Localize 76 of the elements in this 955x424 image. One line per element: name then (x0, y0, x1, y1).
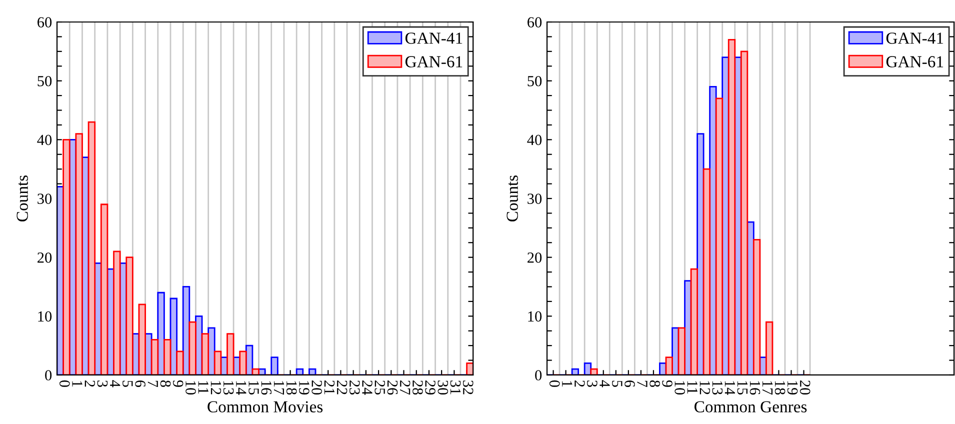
x-tick-label: 9 (662, 380, 672, 387)
x-tick-label: 0 (59, 380, 70, 387)
legend-label: GAN-61 (405, 56, 462, 68)
x-tick-label: 32 (462, 380, 474, 394)
x-tick-label: 29 (425, 380, 436, 394)
x-tick-label: 11 (687, 381, 698, 394)
y-tick-label: 20 (38, 252, 52, 263)
x-tick-label: 17 (762, 381, 773, 395)
x-tick-label: 12 (700, 381, 710, 394)
x-tick-label: 14 (236, 381, 246, 395)
y-axis-title: Counts (506, 175, 518, 222)
x-tick-label: 25 (374, 380, 385, 395)
x-tick-label: 22 (337, 380, 348, 394)
x-tick-label: 21 (324, 380, 335, 394)
y-tick-label: 30 (38, 194, 52, 204)
y-tick-label: 50 (528, 76, 542, 86)
y-tick-label: 0 (45, 370, 52, 380)
x-tick-label: 23 (350, 380, 360, 395)
x-tick-label: 3 (587, 380, 598, 387)
x-tick-label: 10 (186, 381, 196, 395)
x-tick-label: 26 (387, 380, 398, 395)
x-tick-label: 18 (774, 381, 786, 395)
x-tick-label: 4 (110, 380, 120, 388)
x-tick-label: 15 (248, 381, 259, 395)
y-tick-label: 10 (528, 311, 542, 322)
x-tick-label: 20 (800, 380, 810, 395)
x-tick-label: 16 (750, 381, 760, 395)
x-tick-label: 8 (160, 380, 171, 387)
x-tick-label: 15 (737, 381, 748, 395)
x-tick-label: 5 (612, 380, 622, 387)
x-tick-label: 13 (712, 381, 723, 395)
x-tick-label: 5 (122, 380, 133, 387)
x-axis-title: Common Genres (694, 401, 807, 412)
y-tick-label: 60 (38, 17, 52, 28)
x-tick-label: 7 (637, 380, 648, 388)
x-tick-label: 28 (412, 380, 423, 395)
y-tick-label: 60 (528, 17, 542, 28)
legend-label: GAN-41 (886, 32, 944, 44)
legend-label: GAN-61 (886, 56, 944, 68)
x-tick-label: 9 (172, 380, 184, 387)
x-tick-label: 6 (135, 380, 146, 388)
x-tick-label: 2 (574, 380, 585, 387)
x-tick-label: 17 (274, 381, 284, 395)
y-tick-label: 0 (535, 370, 542, 380)
x-tick-label: 30 (438, 380, 448, 395)
x-tick-label: 4 (600, 380, 610, 388)
y-tick-label: 40 (37, 134, 52, 146)
x-axis-title: Common Movies (208, 401, 323, 412)
x-tick-label: 19 (299, 381, 310, 394)
y-tick-label: 20 (528, 252, 542, 263)
x-tick-label: 6 (624, 380, 635, 388)
x-tick-label: 7 (148, 380, 158, 388)
x-tick-label: 24 (362, 380, 372, 395)
x-tick-label: 18 (286, 381, 297, 395)
x-tick-label: 14 (724, 381, 736, 395)
x-tick-label: 19 (787, 381, 798, 394)
x-tick-label: 31 (450, 380, 461, 394)
y-tick-label: 10 (38, 311, 52, 322)
x-tick-label: 16 (261, 381, 272, 395)
x-tick-label: 12 (210, 381, 222, 394)
y-tick-label: 30 (528, 194, 542, 204)
x-tick-label: 27 (400, 380, 410, 395)
x-tick-label: 20 (312, 380, 322, 395)
x-tick-label: 11 (198, 381, 208, 394)
x-tick-label: 1 (562, 381, 572, 387)
x-tick-label: 3 (97, 380, 108, 387)
legend-label: GAN-41 (405, 32, 462, 44)
x-tick-label: 0 (549, 380, 560, 387)
x-tick-label: 1 (72, 381, 82, 387)
x-tick-label: 10 (674, 381, 686, 395)
y-tick-label: 40 (527, 134, 542, 146)
y-axis-title: Counts (16, 175, 28, 222)
x-tick-label: 8 (650, 380, 660, 387)
y-tick-label: 50 (38, 76, 52, 86)
x-tick-label: 2 (84, 380, 95, 387)
x-tick-label: 13 (223, 381, 234, 395)
